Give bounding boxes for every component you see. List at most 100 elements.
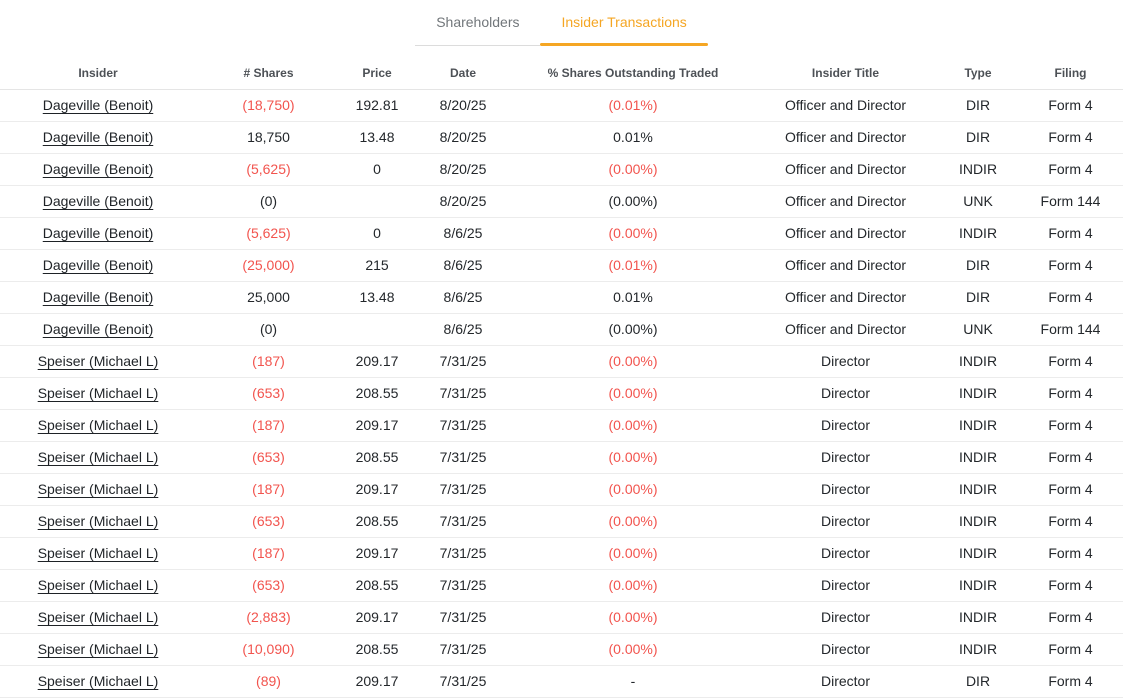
type-cell: DIR	[938, 121, 1018, 154]
insider-link[interactable]: Dageville (Benoit)	[42, 129, 154, 145]
tab-shareholders[interactable]: Shareholders	[415, 0, 541, 46]
insider-cell: Dageville (Benoit)	[0, 89, 196, 122]
insider-cell: Dageville (Benoit)	[0, 313, 196, 346]
filing-cell: Form 4	[1018, 601, 1123, 634]
date-cell: 8/20/25	[413, 121, 513, 154]
insider-cell: Speiser (Michael L)	[0, 633, 196, 666]
tab-insider-transactions[interactable]: Insider Transactions	[540, 0, 709, 46]
insider-link[interactable]: Dageville (Benoit)	[42, 257, 154, 273]
insider-title-cell: Director	[753, 633, 938, 666]
pct-outstanding-cell: 0.01%	[513, 281, 753, 314]
insider-link[interactable]: Dageville (Benoit)	[42, 193, 154, 209]
price-cell	[341, 185, 413, 218]
insider-link[interactable]: Dageville (Benoit)	[42, 289, 154, 305]
insider-link[interactable]: Dageville (Benoit)	[42, 161, 154, 177]
table-row: Dageville (Benoit) (18,750) 192.81 8/20/…	[0, 89, 1123, 122]
insider-title-cell: Officer and Director	[753, 89, 938, 122]
filing-cell: Form 4	[1018, 281, 1123, 314]
shares-cell: (653)	[196, 505, 341, 538]
date-cell: 7/31/25	[413, 473, 513, 506]
table-row: Speiser (Michael L) (187) 209.17 7/31/25…	[0, 345, 1123, 378]
pct-outstanding-cell: (0.00%)	[513, 505, 753, 538]
table-row: Dageville (Benoit) (5,625) 0 8/6/25 (0.0…	[0, 217, 1123, 250]
type-cell: INDIR	[938, 505, 1018, 538]
date-cell: 8/20/25	[413, 185, 513, 218]
insider-link[interactable]: Speiser (Michael L)	[37, 385, 159, 401]
shares-cell: 25,000	[196, 281, 341, 314]
type-cell: DIR	[938, 665, 1018, 698]
price-cell: 13.48	[341, 281, 413, 314]
insider-link[interactable]: Speiser (Michael L)	[37, 545, 159, 561]
date-cell: 8/6/25	[413, 217, 513, 250]
table-row: Dageville (Benoit) 25,000 13.48 8/6/25 0…	[0, 281, 1123, 314]
filing-cell: Form 4	[1018, 89, 1123, 122]
price-cell: 209.17	[341, 601, 413, 634]
price-cell: 13.48	[341, 121, 413, 154]
table-row: Dageville (Benoit) (25,000) 215 8/6/25 (…	[0, 249, 1123, 282]
insider-title-cell: Director	[753, 505, 938, 538]
insider-title-cell: Director	[753, 377, 938, 410]
shares-cell: (187)	[196, 345, 341, 378]
column-header-type: Type	[938, 57, 1018, 90]
type-cell: DIR	[938, 249, 1018, 282]
insider-link[interactable]: Speiser (Michael L)	[37, 609, 159, 625]
insider-link[interactable]: Speiser (Michael L)	[37, 673, 159, 689]
type-cell: INDIR	[938, 537, 1018, 570]
insider-title-cell: Officer and Director	[753, 217, 938, 250]
date-cell: 7/31/25	[413, 633, 513, 666]
type-cell: UNK	[938, 185, 1018, 218]
insider-link[interactable]: Speiser (Michael L)	[37, 353, 159, 369]
insider-cell: Speiser (Michael L)	[0, 665, 196, 698]
shares-cell: (2,883)	[196, 601, 341, 634]
pct-outstanding-cell: (0.00%)	[513, 377, 753, 410]
insider-link[interactable]: Speiser (Michael L)	[37, 641, 159, 657]
insider-title-cell: Director	[753, 537, 938, 570]
tab-bar: Shareholders Insider Transactions	[0, 0, 1123, 46]
column-header-insider: Insider	[0, 57, 196, 90]
insider-link[interactable]: Dageville (Benoit)	[42, 97, 154, 113]
insider-title-cell: Officer and Director	[753, 185, 938, 218]
pct-outstanding-cell: (0.00%)	[513, 633, 753, 666]
insider-title-cell: Director	[753, 409, 938, 442]
insider-cell: Dageville (Benoit)	[0, 249, 196, 282]
shares-cell: (653)	[196, 569, 341, 602]
shares-cell: (0)	[196, 185, 341, 218]
pct-outstanding-cell: 0.01%	[513, 121, 753, 154]
shares-cell: (10,090)	[196, 633, 341, 666]
column-header-filing: Filing	[1018, 57, 1123, 90]
filing-cell: Form 4	[1018, 217, 1123, 250]
insider-link[interactable]: Speiser (Michael L)	[37, 449, 159, 465]
insider-link[interactable]: Dageville (Benoit)	[42, 321, 154, 337]
price-cell: 208.55	[341, 569, 413, 602]
insider-cell: Speiser (Michael L)	[0, 601, 196, 634]
filing-cell: Form 4	[1018, 377, 1123, 410]
date-cell: 7/31/25	[413, 665, 513, 698]
table-body: Dageville (Benoit) (18,750) 192.81 8/20/…	[0, 89, 1123, 698]
insider-link[interactable]: Speiser (Michael L)	[37, 481, 159, 497]
date-cell: 7/31/25	[413, 505, 513, 538]
filing-cell: Form 4	[1018, 121, 1123, 154]
insider-cell: Dageville (Benoit)	[0, 217, 196, 250]
insider-link[interactable]: Dageville (Benoit)	[42, 225, 154, 241]
shares-cell: (89)	[196, 665, 341, 698]
shares-cell: (0)	[196, 313, 341, 346]
column-header-price: Price	[341, 57, 413, 90]
shares-cell: 18,750	[196, 121, 341, 154]
date-cell: 7/31/25	[413, 377, 513, 410]
type-cell: INDIR	[938, 345, 1018, 378]
table-row: Speiser (Michael L) (10,090) 208.55 7/31…	[0, 633, 1123, 666]
filing-cell: Form 4	[1018, 537, 1123, 570]
shares-cell: (187)	[196, 409, 341, 442]
insider-link[interactable]: Speiser (Michael L)	[37, 513, 159, 529]
insider-cell: Speiser (Michael L)	[0, 569, 196, 602]
type-cell: DIR	[938, 281, 1018, 314]
insider-link[interactable]: Speiser (Michael L)	[37, 417, 159, 433]
shares-cell: (25,000)	[196, 249, 341, 282]
insider-link[interactable]: Speiser (Michael L)	[37, 577, 159, 593]
header-row: Insider # Shares Price Date % Shares Out…	[0, 57, 1123, 90]
table-header: Insider # Shares Price Date % Shares Out…	[0, 57, 1123, 90]
date-cell: 8/6/25	[413, 281, 513, 314]
price-cell: 209.17	[341, 473, 413, 506]
shares-cell: (5,625)	[196, 217, 341, 250]
table-row: Speiser (Michael L) (187) 209.17 7/31/25…	[0, 537, 1123, 570]
